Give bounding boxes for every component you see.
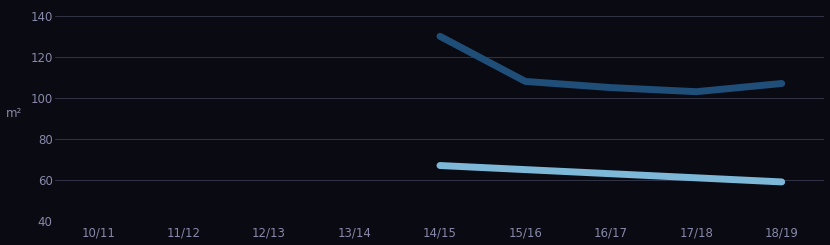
- Y-axis label: m²: m²: [6, 107, 22, 120]
